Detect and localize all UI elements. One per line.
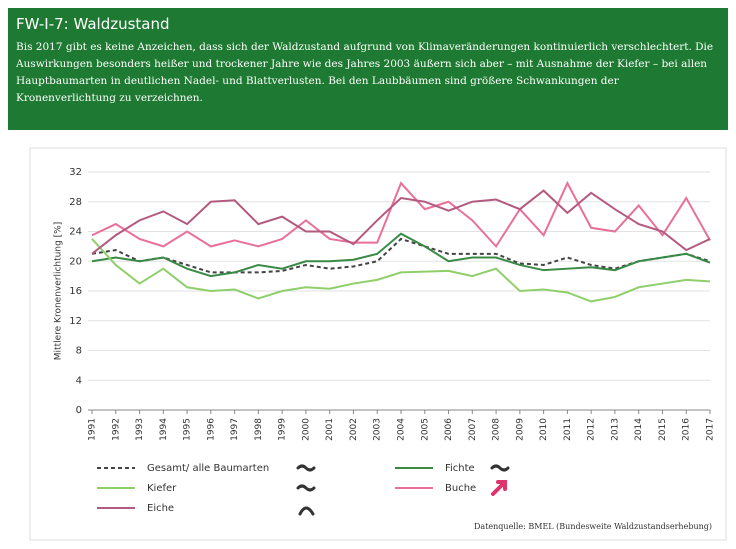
legend-label: Fichte <box>445 463 475 474</box>
x-tick-label: 1999 <box>278 418 288 441</box>
x-tick-label: 1996 <box>206 418 216 441</box>
x-tick-label: 2000 <box>301 418 311 441</box>
x-tick-label: 2002 <box>349 418 359 441</box>
x-tick-label: 2017 <box>706 418 716 441</box>
series-line <box>91 189 711 255</box>
y-tick-label: 20 <box>69 256 82 267</box>
source: Datenquelle: BMEL (Bundesweite Waldzusta… <box>474 522 712 531</box>
x-tick-label: 1993 <box>135 418 145 441</box>
series-line <box>91 238 711 303</box>
y-tick-label: 32 <box>69 167 82 178</box>
x-tick-label: 2010 <box>539 418 549 441</box>
series-line <box>91 232 711 278</box>
y-tick-label: 4 <box>76 375 82 386</box>
y-axis-label: Mittlere Kronenverlichtung [%] <box>54 222 64 360</box>
trend-icon <box>298 506 315 516</box>
x-tick-label: 2015 <box>658 418 668 441</box>
header: FW-I-7: Waldzustand Bis 2017 gibt es kei… <box>8 8 728 130</box>
y-tick-label: 16 <box>69 286 82 297</box>
x-tick-label: 2014 <box>634 418 644 441</box>
x-tick-label: 1991 <box>88 418 98 441</box>
chart-panel <box>29 147 727 541</box>
trend-icons <box>296 464 510 516</box>
chart: Mittlere Kronenverlichtung [%] Datenquel… <box>29 147 727 541</box>
subtitle: Bis 2017 gibt es keine Anzeichen, dass s… <box>16 41 714 104</box>
x-tick-label: 2009 <box>515 418 525 441</box>
y-tick-label: 0 <box>76 405 82 416</box>
y-tick-label: 12 <box>69 316 82 327</box>
y-tick-label: 8 <box>76 346 82 357</box>
legend-label: Gesamt/ alle Baumarten <box>147 463 269 474</box>
title: FW-I-7: Waldzustand <box>16 15 170 33</box>
x-tick-label: 2005 <box>420 418 430 441</box>
trend-icon <box>490 464 510 472</box>
x-tick-label: 1995 <box>183 418 193 441</box>
trend-icon <box>296 484 316 492</box>
x-tick-label: 1992 <box>111 418 121 441</box>
x-tick-label: 2003 <box>373 418 383 441</box>
trend-icon <box>296 464 316 472</box>
x-tick-label: 2012 <box>587 418 597 441</box>
x-tick-label: 2004 <box>397 418 407 441</box>
x-tick-label: 2006 <box>444 418 454 441</box>
series-line <box>91 237 711 274</box>
x-tick-label: 2001 <box>325 418 335 441</box>
legend-label: Kiefer <box>147 483 177 494</box>
series-line <box>91 180 711 249</box>
x-tick-label: 2008 <box>492 418 502 441</box>
y-tick-label: 24 <box>69 227 82 238</box>
x-tick-label: 2013 <box>610 418 620 441</box>
legend-label: Eiche <box>147 503 174 514</box>
y-tick-label: 28 <box>69 197 82 208</box>
x-tick-label: 2011 <box>563 418 573 441</box>
x-tick-label: 1997 <box>230 418 240 441</box>
x-tick-label: 1994 <box>159 418 169 441</box>
x-tick-label: 2016 <box>682 418 692 441</box>
trend-icon <box>491 480 507 496</box>
legend-label: Buche <box>445 483 476 494</box>
x-tick-label: 2007 <box>468 418 478 441</box>
x-tick-label: 1998 <box>254 418 264 441</box>
